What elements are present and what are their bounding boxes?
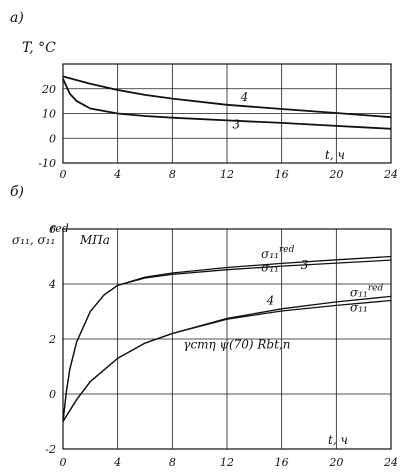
panel-b-y-axis-label-red: red: [50, 222, 69, 235]
panel-b-y-tick-label: 2: [48, 333, 56, 346]
panel-a-x-tick-label: 20: [328, 168, 343, 181]
panel-a-y-tick-label: 0: [49, 132, 56, 145]
panel-a-x-tick-label: 4: [113, 168, 121, 181]
panel-a-series-line-0: [62, 75, 392, 119]
panel-a-frame: [62, 63, 392, 164]
panel-a-x-tick-label: 16: [275, 168, 289, 181]
panel-b-x-tick-label: 8: [169, 456, 176, 469]
panel-a-y-tick-label: -10: [38, 157, 56, 170]
panel-b-y-axis-label-unit: МПа: [79, 233, 110, 247]
panel-b-x-tick-label: 12: [220, 456, 234, 469]
panel-b-x-tick-label: 0: [60, 456, 67, 469]
panel-b-annotation: σ₁₁red: [350, 283, 383, 299]
panel-a-y-tick-label: 10: [42, 108, 56, 121]
panel-a-x-tick-label: 24: [383, 168, 398, 181]
panel-b-series-line-curve3-1: [62, 259, 392, 422]
panel-a-series-line-1: [62, 78, 392, 130]
panel-b-annotation: 3: [301, 258, 309, 272]
panel-b-x-tick-label: 20: [328, 456, 343, 469]
panel-b-y-axis-label-sigma: σ₁₁, σ₁₁: [12, 233, 55, 247]
panel-b-annotation: σ₁₁: [261, 261, 279, 275]
panel-b-annotation: σ₁₁: [350, 301, 368, 315]
panel-a-annotation: 4: [240, 90, 249, 104]
panel-a-label: a): [10, 10, 24, 26]
panel-a-y-axis-label: T, °C: [22, 40, 56, 56]
panel-b-x-axis-label: t, ч: [328, 433, 348, 447]
panel-a-x-tick-label: 12: [220, 168, 234, 181]
panel-a-x-axis-label: t, ч: [325, 148, 345, 162]
panel-b-y-tick-label: 4: [48, 278, 56, 291]
panel-b-annotation: 4: [266, 294, 275, 308]
panel-b-y-tick-label: -2: [45, 443, 56, 456]
panel-a-x-tick-label: 0: [60, 168, 67, 181]
panel-b-x-tick-label: 16: [275, 456, 289, 469]
panel-b-annotation: σ₁₁red: [261, 245, 294, 261]
panel-a-annotation: 3: [232, 117, 240, 131]
panel-b-series-line-curve4-3: [62, 299, 392, 422]
panel-b-label: б): [10, 184, 24, 200]
panel-b-annotation: γcmη ψ(70) Rbt,n: [183, 338, 290, 352]
panel-a-x-tick-label: 8: [169, 168, 176, 181]
panel-b-frame: [62, 228, 392, 450]
panel-b-x-tick-label: 4: [113, 456, 121, 469]
panel-b-x-tick-label: 24: [383, 456, 398, 469]
panel-a-y-tick-label: 20: [41, 83, 56, 96]
panel-b-y-tick-label: 0: [49, 388, 56, 401]
panel-b-y-tick-label: 6: [49, 223, 56, 236]
